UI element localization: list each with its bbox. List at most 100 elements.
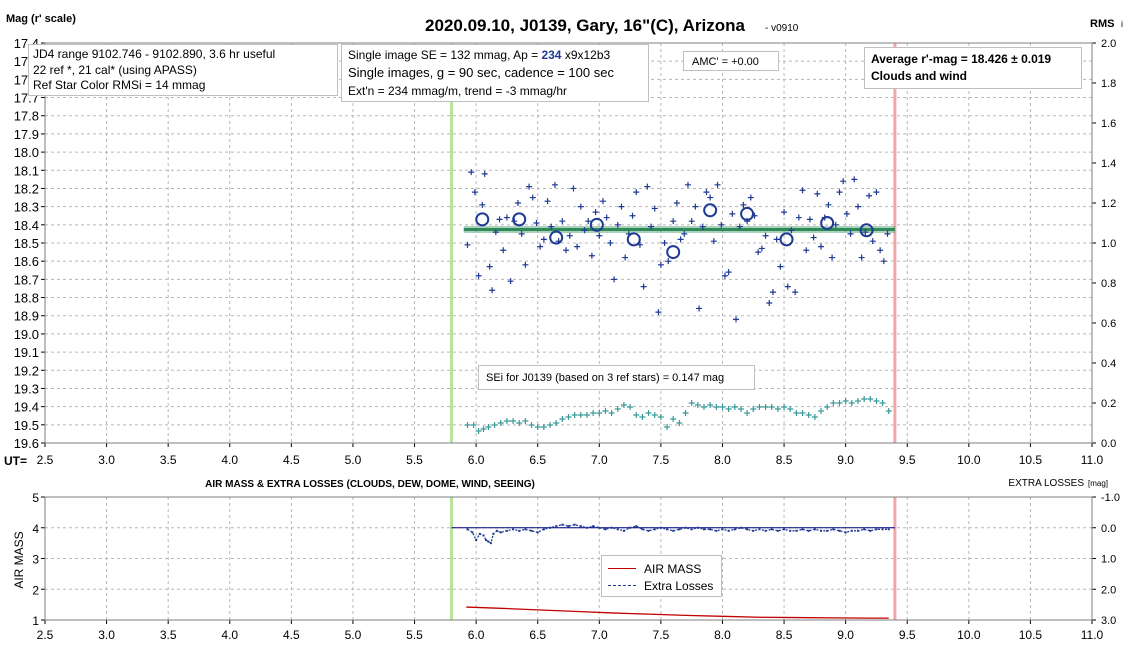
data-point bbox=[866, 192, 873, 199]
sei-point bbox=[694, 402, 701, 408]
top-chart-axes: 2.5 3.0 3.5 4.0 4.5 5.0 5.5 6.0 6.5 7.0 7.5 8.0 8.5 9… bbox=[14, 36, 1117, 467]
extra-losses-point bbox=[721, 528, 724, 531]
extra-losses-point bbox=[579, 525, 582, 528]
data-point bbox=[665, 258, 672, 265]
legend-label-extra-losses: Extra Losses bbox=[644, 578, 714, 593]
bottom-plot-frame bbox=[44, 496, 1093, 621]
extra-losses-point bbox=[471, 531, 474, 534]
legend-label-air-mass: AIR MASS bbox=[644, 561, 702, 576]
extra-losses-point bbox=[482, 534, 485, 537]
top-x-tick-label: 3.0 bbox=[98, 453, 115, 467]
top-plot-frame bbox=[44, 42, 1093, 444]
extra-losses-point bbox=[492, 532, 495, 535]
sei-point bbox=[657, 414, 664, 420]
info-single-image-se: Single image SE = 132 mmag, Ap = 234 x9x… bbox=[348, 46, 642, 64]
top-y-tick-label: 18.4 bbox=[14, 218, 39, 233]
data-point bbox=[588, 252, 595, 259]
info-aperture-value: 234 bbox=[541, 48, 562, 62]
top-x-tick-label: 9.0 bbox=[837, 453, 854, 467]
sei-point bbox=[627, 404, 634, 410]
extra-losses-point bbox=[850, 529, 853, 532]
data-point bbox=[858, 254, 865, 261]
sei-point bbox=[885, 408, 892, 414]
data-point bbox=[518, 230, 525, 237]
extra-losses-point bbox=[813, 528, 816, 531]
top-y-tick-label: 18.7 bbox=[14, 272, 39, 287]
sei-point bbox=[737, 406, 744, 412]
extra-losses-point bbox=[672, 529, 675, 532]
extra-losses-point bbox=[838, 529, 841, 532]
top-y2-tick-label: 0.6 bbox=[1101, 318, 1116, 330]
average-mag-box: Average r'-mag = 18.426 ± 0.019 Clouds a… bbox=[864, 47, 1082, 89]
sei-point bbox=[842, 398, 849, 404]
sei-point bbox=[793, 410, 800, 416]
bottom-y-tick-label: 4 bbox=[32, 522, 39, 536]
bottom-chart-grid bbox=[44, 496, 1093, 621]
top-y-tick-label: 18.3 bbox=[14, 200, 39, 215]
extra-losses-point bbox=[466, 528, 469, 531]
sei-point bbox=[583, 412, 590, 418]
data-point bbox=[829, 254, 836, 261]
data-point bbox=[699, 223, 706, 230]
sei-point bbox=[756, 404, 763, 410]
data-point bbox=[810, 234, 817, 241]
sei-point bbox=[614, 406, 621, 412]
x-axis-prefix: UT= bbox=[4, 454, 27, 468]
top-chart-marks bbox=[449, 43, 897, 443]
extra-losses-point bbox=[783, 528, 786, 531]
bottom-left-axis-label: AIR MASS bbox=[12, 531, 26, 588]
data-point bbox=[596, 232, 603, 239]
sei-point bbox=[799, 410, 806, 416]
data-point bbox=[773, 236, 780, 243]
bottom-y-tick-label: 2 bbox=[32, 583, 39, 597]
extra-losses-point bbox=[499, 531, 502, 534]
data-point bbox=[803, 247, 810, 254]
info-box-center: Single image SE = 132 mmag, Ap = 234 x9x… bbox=[341, 44, 649, 102]
extra-losses-point bbox=[496, 529, 499, 532]
bottom-x-tick-label: 6.5 bbox=[529, 628, 546, 642]
data-point bbox=[559, 218, 566, 225]
data-point bbox=[769, 289, 776, 296]
data-point bbox=[758, 245, 765, 252]
average-group-circle bbox=[703, 203, 718, 218]
data-point bbox=[503, 214, 510, 221]
bottom-y-tick-label: 1 bbox=[32, 614, 39, 628]
bottom-chart-title: AIR MASS & EXTRA LOSSES (CLOUDS, DEW, DO… bbox=[205, 479, 535, 490]
data-point bbox=[818, 243, 825, 250]
extra-losses-point bbox=[727, 529, 730, 532]
sei-point bbox=[854, 398, 861, 404]
sei-point bbox=[867, 396, 874, 402]
top-y-tick-label: 19.4 bbox=[14, 400, 39, 415]
extra-losses-point bbox=[629, 526, 632, 529]
data-point bbox=[633, 189, 640, 196]
extra-losses-point bbox=[478, 532, 481, 535]
extra-losses-line bbox=[467, 524, 889, 545]
data-point bbox=[862, 229, 869, 236]
sei-point bbox=[633, 412, 640, 418]
sei-point bbox=[879, 400, 886, 406]
data-point bbox=[481, 170, 488, 177]
data-point bbox=[640, 283, 647, 290]
sei-point bbox=[818, 408, 825, 414]
top-right-axis-label-suffix: i bbox=[1121, 19, 1123, 29]
data-point bbox=[648, 223, 655, 230]
data-point bbox=[529, 194, 536, 201]
sei-point bbox=[577, 412, 584, 418]
extra-losses-point bbox=[820, 529, 823, 532]
sei-point bbox=[470, 422, 477, 428]
sei-point bbox=[700, 404, 707, 410]
extra-losses-point bbox=[489, 542, 492, 545]
info-color-rms: Ref Star Color RMSi = 14 mmag bbox=[33, 78, 206, 92]
data-point bbox=[548, 223, 555, 230]
extra-losses-point bbox=[530, 529, 533, 532]
bottom-x-tick-label: 4.0 bbox=[221, 628, 238, 642]
top-x-tick-label: 5.0 bbox=[345, 453, 362, 467]
data-point bbox=[766, 300, 773, 306]
sei-point bbox=[750, 406, 757, 412]
extra-losses-point bbox=[536, 531, 539, 534]
average-group-circle bbox=[740, 206, 755, 221]
sei-point bbox=[811, 414, 818, 420]
info-single-images-cadence: Single images, g = 90 sec, cadence = 100… bbox=[348, 65, 614, 80]
data-point bbox=[607, 240, 614, 246]
sei-label: SEi for J0139 (based on 3 ref stars) = 0… bbox=[486, 372, 725, 384]
